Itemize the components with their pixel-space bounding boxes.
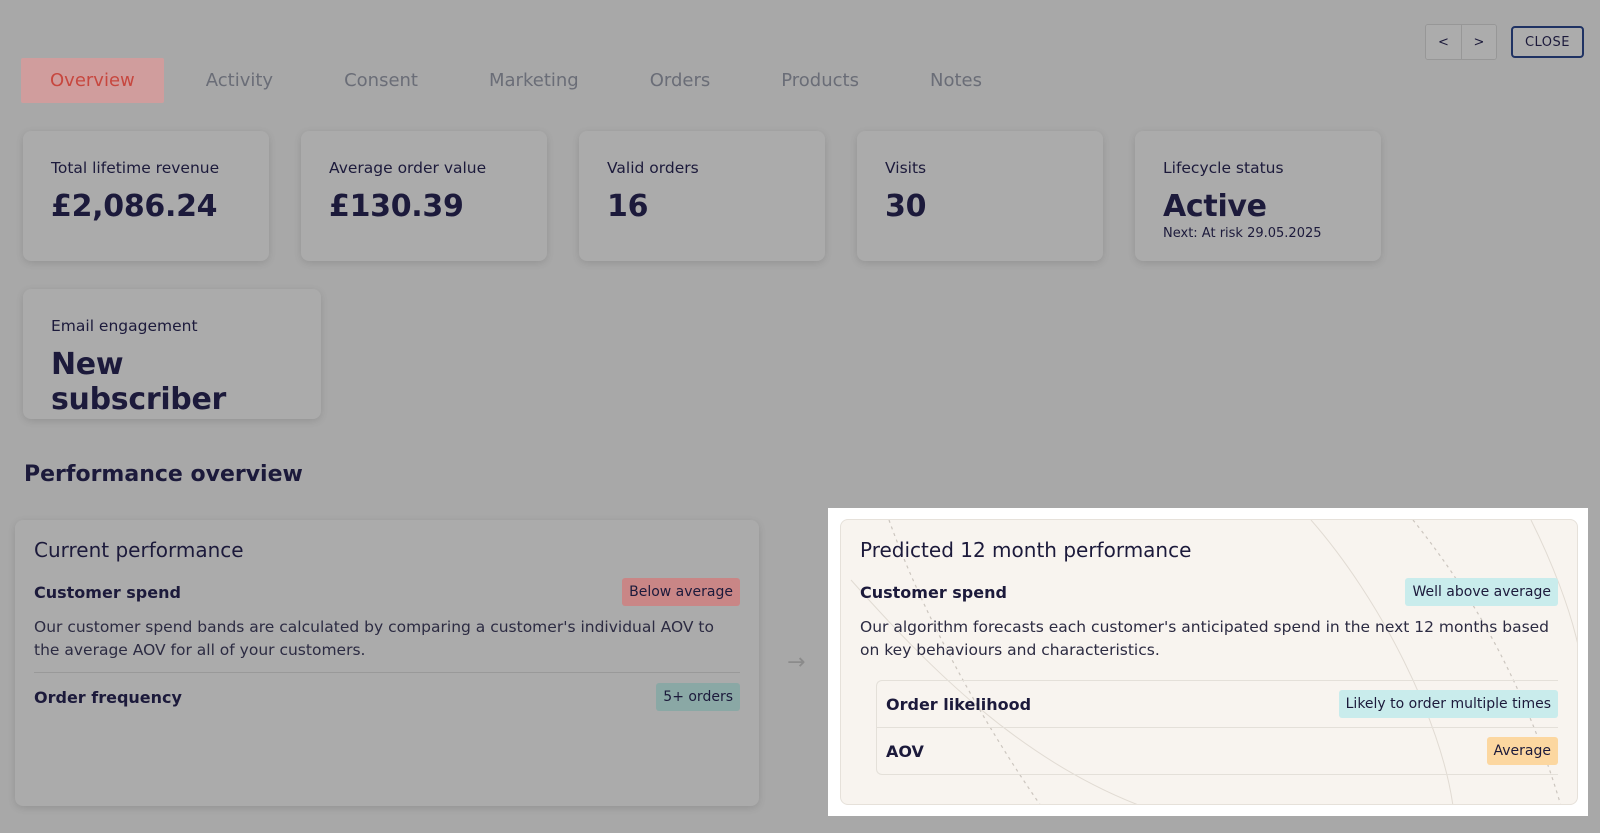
section-title: Performance overview (24, 462, 303, 487)
status-badge: Average (1486, 737, 1558, 765)
stat-label: Average order value (329, 159, 487, 177)
predicted-performance-card: Predicted 12 month performance Customer … (840, 519, 1578, 805)
card-title: Predicted 12 month performance (860, 538, 1192, 562)
tab-overview[interactable]: Overview (21, 58, 164, 103)
pager: < > (1424, 24, 1497, 60)
stat-label: Lifecycle status (1163, 159, 1284, 177)
customer-spend-row: Customer spend Well above average (860, 578, 1558, 606)
highlight-frame: Predicted 12 month performance Customer … (828, 508, 1588, 816)
previous-button[interactable]: < (1425, 25, 1461, 59)
stat-card-lifecycle-status: Lifecycle status Active Next: At risk 29… (1135, 131, 1381, 261)
tab-notes[interactable]: Notes (929, 70, 982, 91)
stat-label: Visits (885, 159, 927, 177)
row-label: Order likelihood (886, 694, 1032, 714)
close-button[interactable]: CLOSE (1510, 26, 1584, 58)
stat-value: £2,086.24 (51, 189, 218, 224)
stat-value: £130.39 (329, 189, 464, 224)
status-badge: Well above average (1405, 578, 1558, 606)
arrow-right-icon: → (787, 650, 806, 675)
order-likelihood-row: Order likelihood Likely to order multipl… (877, 681, 1558, 727)
tab-orders[interactable]: Orders (649, 70, 711, 91)
row-label: Customer spend (34, 582, 181, 602)
stat-value: 30 (885, 189, 927, 224)
stat-label: Email engagement (51, 317, 198, 335)
stat-card-email-engagement: Email engagement New subscriber (23, 289, 321, 419)
tab-activity[interactable]: Activity (205, 70, 274, 91)
tab-marketing[interactable]: Marketing (489, 70, 579, 91)
stat-value: 16 (607, 189, 649, 224)
tab-products[interactable]: Products (781, 70, 859, 91)
status-badge: 5+ orders (656, 683, 740, 711)
record-navigation: < > CLOSE (1424, 24, 1584, 60)
aov-row: AOV Average (877, 727, 1558, 774)
stat-label: Valid orders (607, 159, 699, 177)
prediction-details: Order likelihood Likely to order multipl… (876, 680, 1558, 775)
card-title: Current performance (34, 538, 244, 562)
row-label: Customer spend (860, 582, 1007, 602)
lifecycle-next-status: Next: At risk 29.05.2025 (1163, 226, 1322, 241)
status-badge: Below average (622, 578, 740, 606)
row-description: Our customer spend bands are calculated … (34, 616, 740, 673)
stat-label: Total lifetime revenue (51, 159, 220, 177)
row-description: Our algorithm forecasts each customer's … (860, 618, 1550, 659)
tab-consent[interactable]: Consent (344, 70, 418, 91)
row-label: AOV (886, 741, 924, 761)
stat-card-visits: Visits 30 (857, 131, 1103, 261)
stat-value: Active (1163, 189, 1267, 224)
stat-value: New subscriber (51, 347, 227, 417)
tab-bar: Overview Activity Consent Marketing Orde… (21, 58, 1024, 103)
status-badge: Likely to order multiple times (1338, 690, 1558, 718)
order-frequency-row: Order frequency 5+ orders (34, 683, 740, 711)
stat-card-lifetime-revenue: Total lifetime revenue £2,086.24 (23, 131, 269, 261)
customer-spend-row: Customer spend Below average (34, 578, 740, 606)
row-label: Order frequency (34, 687, 182, 707)
next-button[interactable]: > (1460, 25, 1496, 59)
stat-card-average-order-value: Average order value £130.39 (301, 131, 547, 261)
stat-card-valid-orders: Valid orders 16 (579, 131, 825, 261)
current-performance-card: Current performance Customer spend Below… (15, 520, 759, 806)
